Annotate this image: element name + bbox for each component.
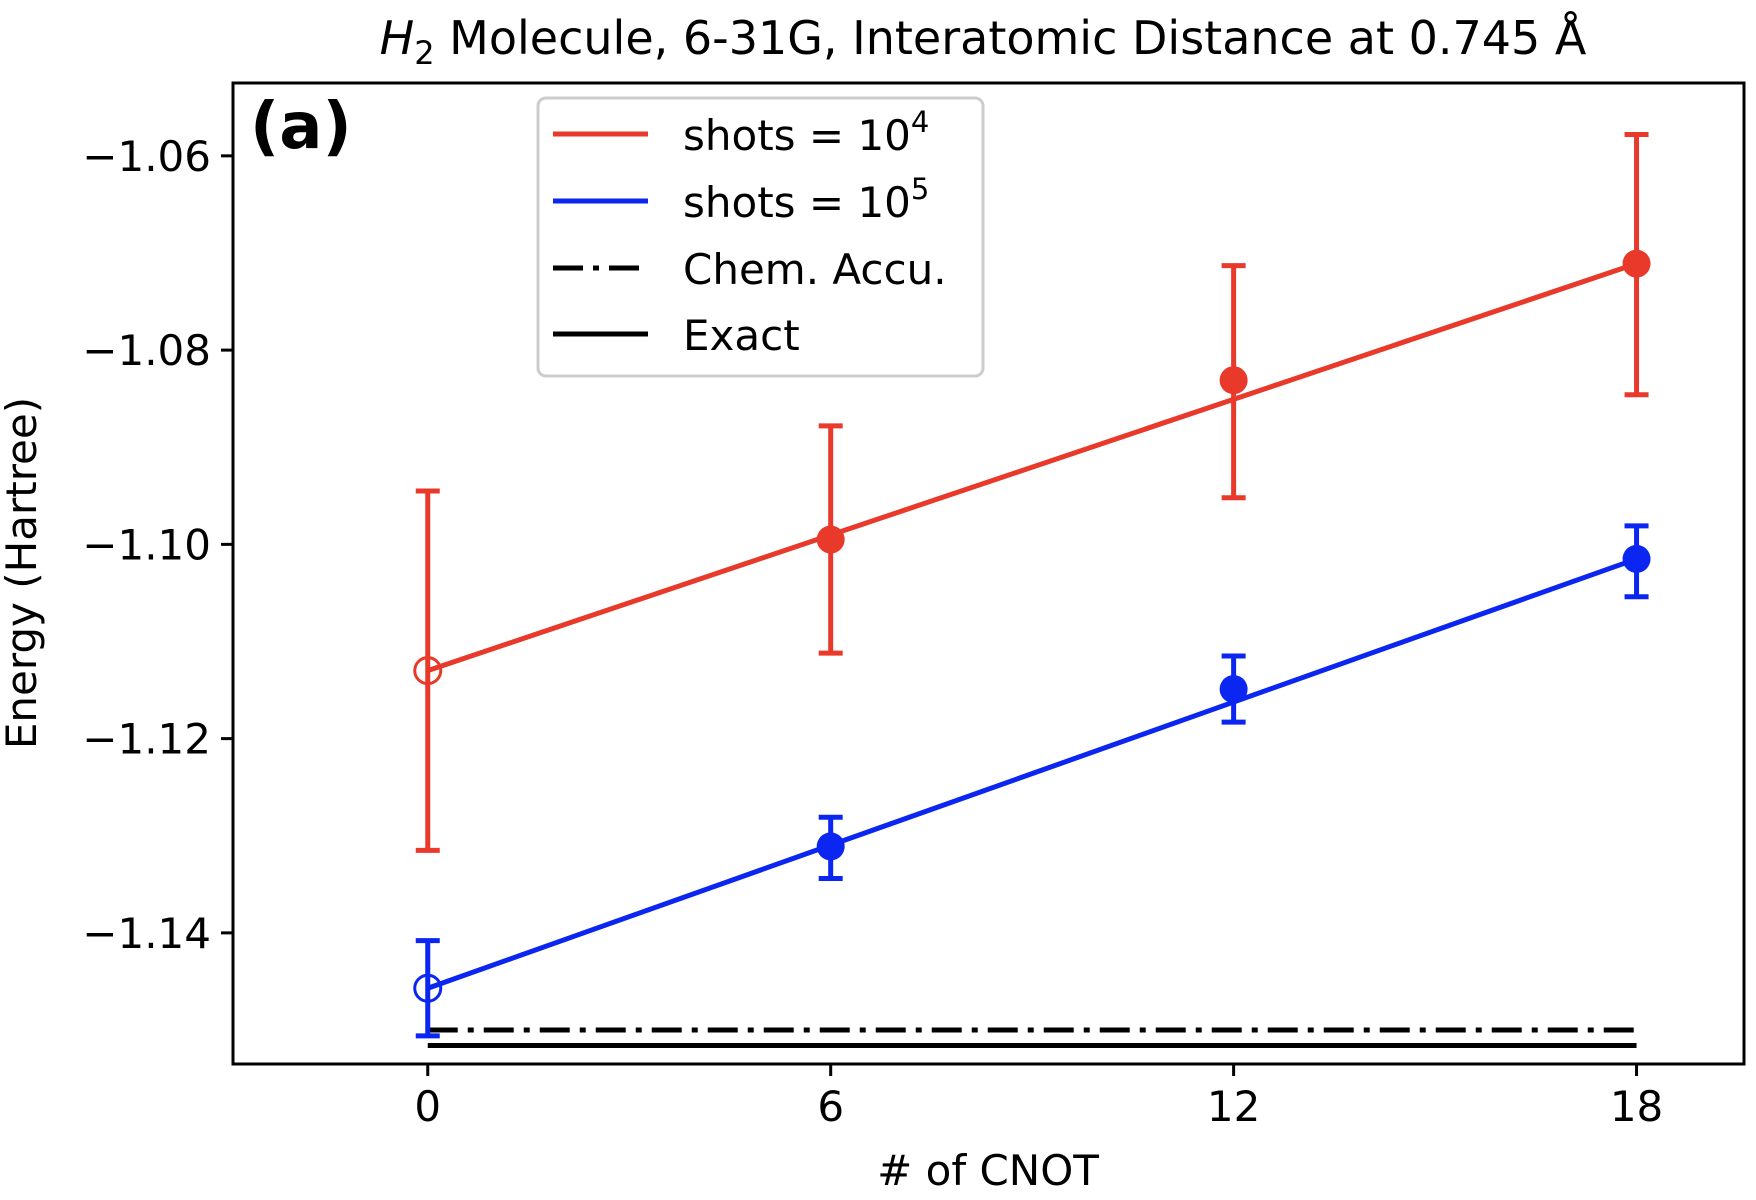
x-tick-label: 6 (817, 1082, 844, 1131)
legend: shots = 104 shots = 105 Chem. Accu. Exac… (536, 96, 985, 378)
data-point-shots-1e5 (1622, 544, 1651, 573)
legend-label-chem-accu: Chem. Accu. (683, 245, 947, 294)
data-point-shots-1e5 (413, 973, 443, 1003)
legend-label-shots-1e4: shots = 104 (683, 105, 929, 160)
data-point-shots-1e4 (413, 656, 443, 686)
chart-title: H2 Molecule, 6-31G, Interatomic Distance… (380, 11, 1587, 72)
panel-label: (a) (250, 90, 352, 164)
y-axis-label: Energy (Hartree) (0, 397, 46, 749)
x-tick-label: 18 (1610, 1082, 1663, 1131)
y-tick-label: −1.14 (82, 909, 211, 958)
title-rest: Molecule, 6-31G, Interatomic Distance at… (435, 11, 1587, 65)
title-molecule: H (380, 11, 415, 65)
data-point-shots-1e4 (816, 525, 845, 554)
y-tick-label: −1.10 (82, 520, 211, 569)
fit-line-shots-1e5 (426, 556, 1638, 991)
y-tick-label: −1.06 (82, 132, 211, 181)
x-axis: 0 6 12 18 (414, 1064, 1663, 1131)
y-tick-label: −1.12 (82, 715, 211, 764)
plot-area (413, 131, 1651, 1049)
legend-label-shots-1e5: shots = 105 (683, 172, 929, 227)
data-point-shots-1e5 (1219, 675, 1248, 704)
data-point-shots-1e4 (1219, 366, 1248, 395)
fit-line-shots-1e4 (426, 261, 1638, 673)
y-axis: −1.06 −1.08 −1.10 −1.12 −1.14 (82, 132, 233, 958)
title-subscript: 2 (414, 34, 434, 72)
data-point-shots-1e5 (816, 832, 845, 861)
y-tick-label: −1.08 (82, 326, 211, 375)
plot-frame (231, 81, 1746, 1066)
x-axis-label: # of CNOT (877, 1146, 1099, 1195)
data-point-shots-1e4 (1622, 249, 1651, 278)
x-tick-label: 12 (1207, 1082, 1260, 1131)
legend-label-exact: Exact (683, 311, 800, 360)
x-tick-label: 0 (414, 1082, 441, 1131)
legend-box (536, 96, 985, 378)
